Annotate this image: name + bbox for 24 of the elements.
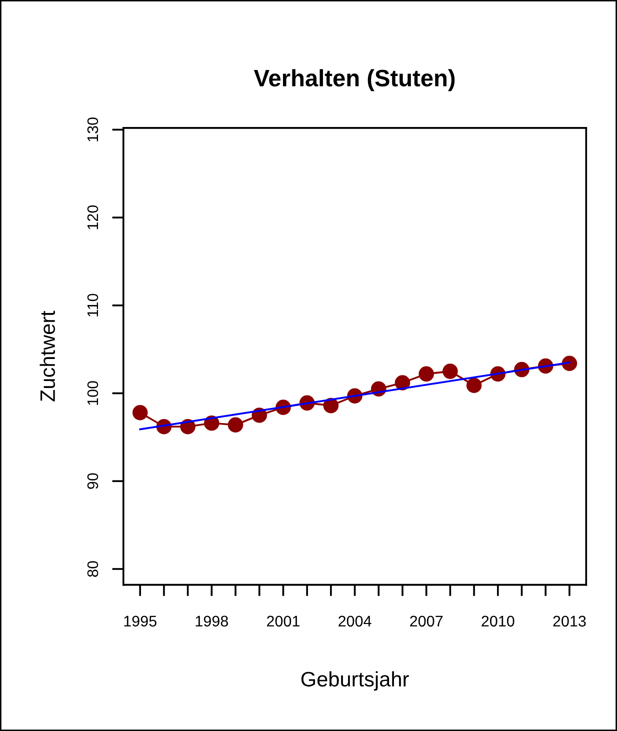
y-tick-label: 80	[87, 561, 98, 577]
chart-title: Verhalten (Stuten)	[254, 69, 455, 92]
point	[228, 417, 244, 433]
point	[466, 378, 482, 393]
y-tick-label: 120	[87, 205, 98, 230]
x-tick-label: 2001	[266, 616, 300, 627]
x-tick-label: 2010	[482, 616, 514, 627]
y-tick-label: 100	[87, 381, 98, 405]
x-tick-label: 2004	[338, 616, 372, 627]
point	[394, 375, 410, 390]
point	[323, 398, 339, 414]
point	[442, 364, 458, 379]
x-tick-label: 2007	[410, 616, 443, 627]
y-tick-label: 90	[87, 473, 98, 489]
x-tick-label: 2013	[553, 616, 586, 627]
point	[418, 366, 434, 382]
x-tick-label: 1998	[196, 616, 228, 627]
x-axis-title: Geburtsjahr	[301, 671, 409, 691]
x-tick-label: 1995	[124, 616, 156, 627]
point	[132, 404, 148, 420]
y-tick-label: 110	[87, 294, 98, 316]
y-tick-label: 130	[87, 118, 98, 142]
y-axis-title: Zuchtwert	[40, 310, 56, 402]
point	[562, 356, 578, 372]
